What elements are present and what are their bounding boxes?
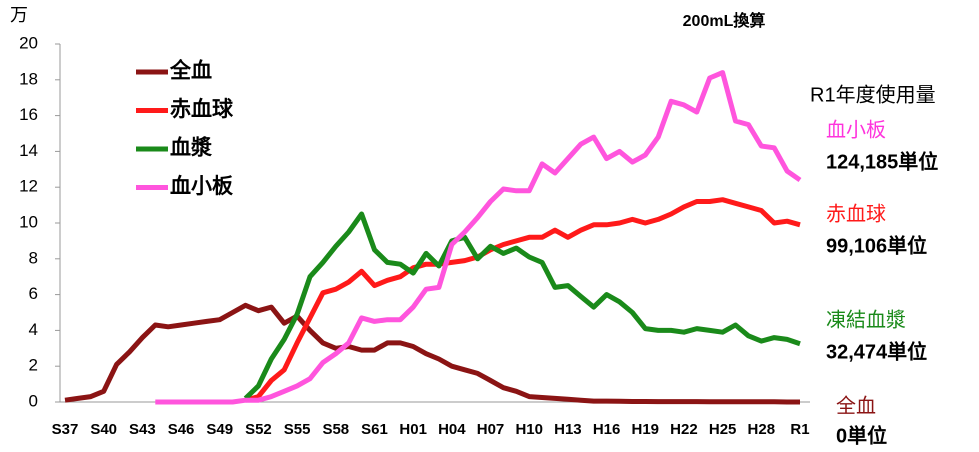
x-tick-label: S37	[52, 421, 79, 438]
y-tick-label: 8	[29, 248, 38, 267]
annotation: 99,106単位	[826, 233, 927, 257]
annotation: 124,185単位	[826, 149, 938, 173]
x-tick-label: S40	[90, 421, 117, 438]
y-tick-label: 14	[19, 141, 38, 160]
x-tick-label: H04	[438, 421, 466, 438]
x-tick-label: S43	[129, 421, 156, 438]
y-tick-label: 20	[19, 33, 38, 52]
y-tick-label: 0	[29, 391, 38, 410]
legend-label: 血小板	[170, 174, 234, 198]
x-tick-label: H25	[709, 421, 737, 438]
annotation: R1年度使用量	[810, 83, 936, 106]
x-tick-label: S58	[322, 421, 349, 438]
legend-label: 全血	[169, 59, 212, 83]
x-tick-label: H10	[515, 421, 543, 438]
annotation: 赤血球	[826, 202, 886, 225]
x-tick-label: S61	[361, 421, 388, 438]
x-tick-label: S49	[206, 421, 233, 438]
subtitle: 200mL換算	[683, 11, 766, 30]
series-line	[243, 211, 801, 401]
x-tick-label: H07	[477, 421, 505, 438]
series-line	[244, 197, 801, 403]
y-tick-label: 4	[29, 320, 38, 339]
annotation: 全血	[836, 394, 876, 417]
x-tick-label: S52	[245, 421, 272, 438]
y-tick-label: 18	[19, 69, 38, 88]
x-tick-label: R1	[790, 421, 809, 438]
y-tick-label: 10	[19, 212, 38, 231]
x-tick-label: H19	[631, 421, 659, 438]
y-tick-label: 16	[19, 105, 38, 124]
series-line	[155, 70, 802, 405]
y-unit: 万	[10, 5, 28, 25]
legend-label: 血漿	[170, 136, 213, 160]
x-tick-label: H13	[554, 421, 582, 438]
annotation: 32,474単位	[826, 339, 927, 363]
y-tick-label: 2	[29, 356, 38, 375]
legend-label: 赤血球	[170, 97, 234, 121]
x-tick-label: H16	[593, 421, 621, 438]
annotation: 0単位	[836, 423, 887, 447]
x-tick-label: H28	[748, 421, 776, 438]
series-line	[64, 302, 800, 405]
x-tick-label: S55	[284, 421, 311, 438]
y-tick-label: 12	[19, 177, 38, 196]
x-tick-label: H01	[399, 421, 427, 438]
y-tick-label: 6	[29, 284, 38, 303]
annotation: 血小板	[826, 118, 886, 141]
x-tick-label: S46	[168, 421, 195, 438]
x-tick-label: H22	[670, 421, 698, 438]
annotation: 凍結血漿	[826, 308, 906, 331]
